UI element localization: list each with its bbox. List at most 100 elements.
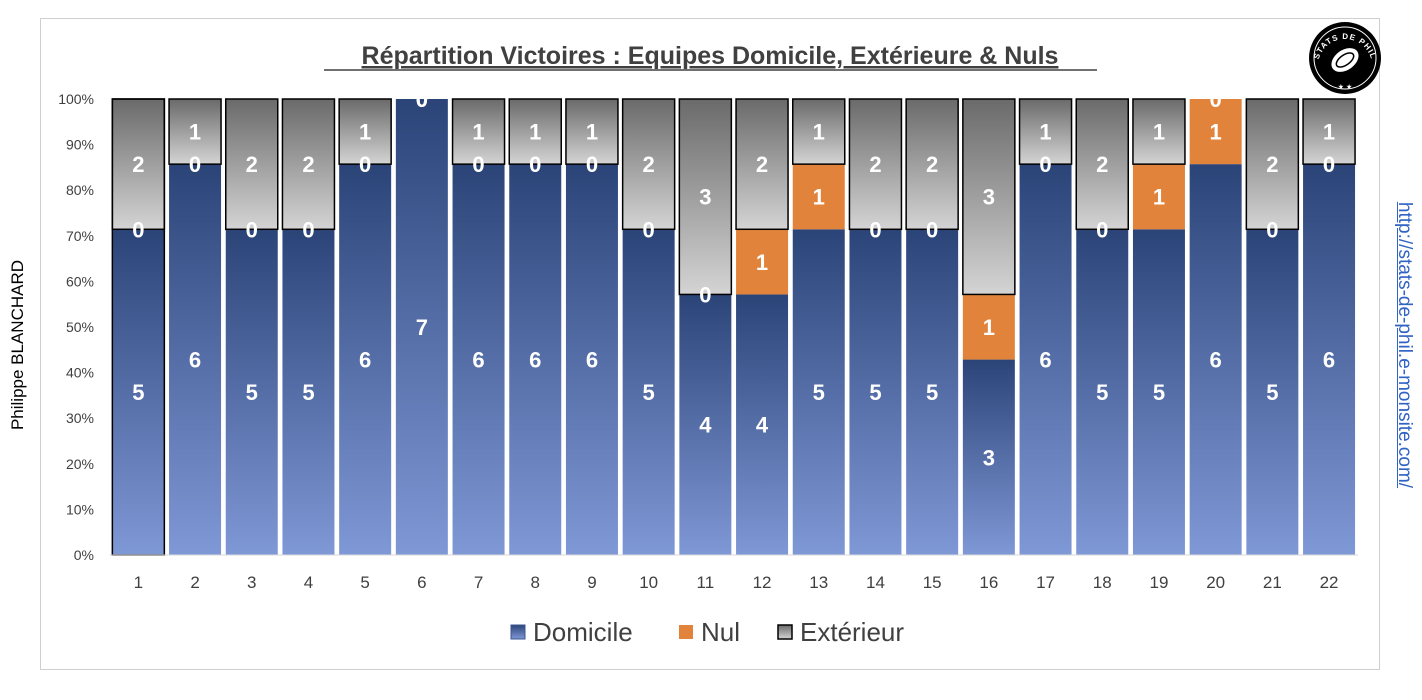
bar-exterieur (678, 98, 733, 296)
data-label-exterieur: 1 (472, 120, 484, 145)
data-label-domicile: 4 (699, 413, 712, 438)
data-label-domicile: 5 (643, 380, 655, 405)
bar-domicile (792, 229, 845, 556)
data-label-exterieur: 2 (246, 152, 258, 177)
bar-nul (962, 294, 1015, 360)
legend: Domicile Nul Extérieur (510, 617, 904, 647)
logo: STATS DE PHIL ★ ★ (1309, 22, 1381, 94)
bar-exterieur (338, 98, 392, 165)
x-tick-label: 20 (1206, 573, 1225, 592)
data-label-exterieur: 2 (869, 152, 881, 177)
website-link[interactable]: http://stats-de-phil.e-monsite.com/ (1394, 201, 1415, 489)
bar-exterieur (508, 98, 562, 165)
data-label-nul: 0 (302, 217, 314, 242)
legend-swatch-nul (679, 625, 693, 639)
bar-exterieur (168, 98, 222, 165)
x-tick-label: 14 (866, 573, 885, 592)
bar-domicile (1132, 229, 1185, 556)
data-label-domicile: 6 (189, 348, 201, 373)
bar-nul (792, 164, 845, 230)
data-label-domicile: 5 (302, 380, 314, 405)
data-label-exterieur: 1 (1153, 120, 1165, 145)
logo-stars: ★ ★ (1338, 83, 1353, 91)
data-label-exterieur: 2 (643, 152, 655, 177)
bar-domicile (962, 359, 1015, 555)
data-label-exterieur: 2 (302, 152, 314, 177)
y-axis: 0% 10% 20% 30% 40% 50% 60% 70% 80% 90% 100% (58, 91, 94, 563)
y-tick-label: 40% (66, 365, 94, 381)
bar-nul (736, 229, 789, 295)
data-label-nul: 0 (643, 217, 655, 242)
x-tick-label: 18 (1093, 573, 1112, 592)
x-tick-label: 22 (1320, 573, 1339, 592)
data-label-exterieur: 1 (529, 120, 541, 145)
legend-swatch-exterieur (777, 624, 793, 640)
author-label: Philippe BLANCHARD (8, 259, 27, 431)
x-tick-label: 11 (697, 573, 715, 592)
y-tick-label: 60% (66, 273, 94, 289)
y-tick-label: 50% (66, 319, 94, 335)
bar-domicile (452, 164, 505, 555)
bar-exterieur (225, 98, 279, 231)
data-label-domicile: 5 (1153, 380, 1165, 405)
bar-exterieur (1245, 98, 1300, 231)
data-label-nul: 0 (529, 152, 541, 177)
y-tick-label: 20% (66, 456, 94, 472)
data-label-exterieur: 1 (359, 120, 371, 145)
data-label-nul: 0 (1323, 152, 1335, 177)
data-label-nul: 1 (1210, 120, 1222, 145)
bar-exterieur (451, 98, 506, 165)
x-tick-label: 5 (360, 573, 369, 592)
bar-exterieur (111, 98, 166, 231)
legend-label-domicile: Domicile (533, 617, 633, 647)
x-tick-label: 8 (531, 573, 540, 592)
bar-domicile (1019, 164, 1072, 555)
chart-title: Répartition Victoires : Equipes Domicile… (362, 42, 1059, 70)
data-label-domicile: 5 (246, 380, 258, 405)
bar-exterieur (281, 98, 336, 231)
bar-exterieur (962, 98, 1016, 296)
bar-exterieur (848, 98, 903, 231)
data-label-exterieur: 1 (1039, 120, 1051, 145)
data-label-exterieur: 2 (1266, 152, 1278, 177)
data-label-domicile: 6 (529, 348, 541, 373)
bar-domicile (225, 229, 278, 556)
bar-domicile (736, 294, 789, 555)
bar-domicile (1189, 164, 1242, 555)
data-label-nul: 0 (132, 217, 144, 242)
bar-domicile (169, 164, 222, 555)
bars: 5 0 2 6 0 1 5 0 2 5 0 2 6 0 1 7 0 0 6 0 1 6 0 1 6 0 1 5 0 2 4 0 3 4 1 2 5 1 1 5… (111, 87, 1356, 556)
data-label-domicile: 6 (1210, 348, 1222, 373)
x-tick-label: 1 (134, 573, 143, 592)
bar-domicile (112, 229, 165, 556)
data-label-nul: 0 (699, 282, 711, 307)
data-label-nul: 0 (359, 152, 371, 177)
legend-label-nul: Nul (701, 617, 740, 647)
bar-domicile (1303, 164, 1356, 555)
data-label-domicile: 6 (359, 348, 371, 373)
bar-exterieur (905, 98, 959, 231)
legend-label-exterieur: Extérieur (800, 617, 904, 647)
data-label-exterieur: 3 (983, 185, 995, 210)
data-label-domicile: 7 (416, 315, 428, 340)
data-label-exterieur: 1 (189, 120, 201, 145)
bar-exterieur (1132, 98, 1186, 165)
data-label-exterieur: 1 (813, 120, 825, 145)
x-tick-label: 15 (923, 573, 942, 592)
bar-domicile (565, 164, 618, 555)
data-label-nul: 0 (1096, 217, 1108, 242)
bar-nul (1189, 99, 1242, 165)
data-label-nul: 0 (1039, 152, 1051, 177)
data-label-domicile: 5 (869, 380, 881, 405)
data-label-exterieur: 2 (756, 152, 768, 177)
x-tick-label: 9 (587, 573, 596, 592)
data-label-exterieur: 1 (1323, 120, 1335, 145)
data-label-nul: 0 (246, 217, 258, 242)
bar-domicile (906, 229, 959, 556)
bar-exterieur (1302, 98, 1356, 165)
x-tick-label: 7 (474, 573, 483, 592)
bar-nul (1132, 164, 1185, 230)
data-label-nul: 0 (869, 217, 881, 242)
y-tick-label: 80% (66, 182, 94, 198)
